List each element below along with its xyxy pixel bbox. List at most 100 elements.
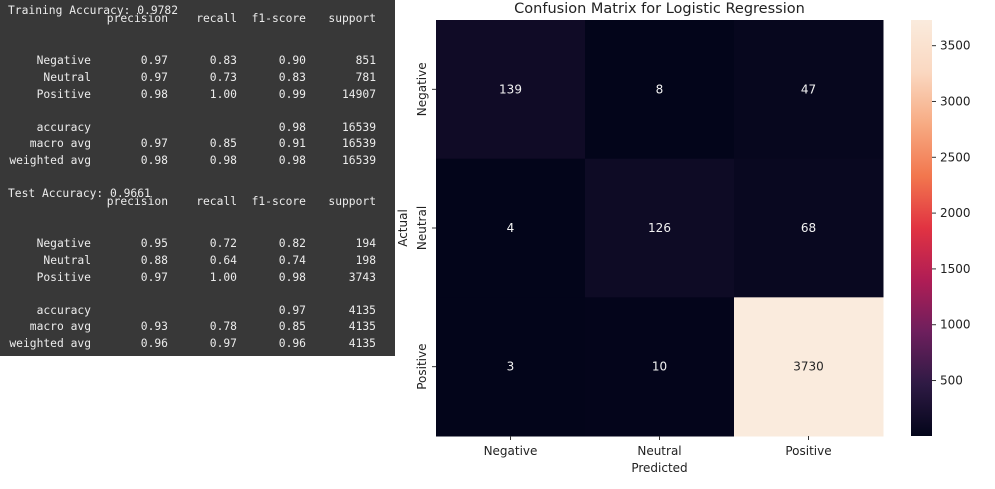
cell-value-label: 8 (656, 82, 664, 96)
test-summary-cell: 0.85 (278, 319, 306, 333)
column-header: support (328, 12, 376, 25)
train-summary-label: macro avg (29, 136, 91, 150)
colorbar-tick-label: 2000 (940, 206, 971, 220)
heatmap-cell (436, 158, 586, 298)
test-cell: 198 (355, 253, 376, 267)
test-summary-cell: 0.78 (209, 319, 237, 333)
train-cell: 781 (355, 70, 376, 84)
train-summary-label: weighted avg (9, 153, 91, 167)
train-cell: 1.00 (209, 87, 237, 101)
test-cell: 0.64 (209, 253, 237, 267)
train-summary-cell: 0.98 (140, 153, 168, 167)
cell-value-label: 3730 (793, 360, 824, 374)
train-cell: 0.83 (209, 53, 237, 67)
classification-report-output: Training Accuracy: 0.9782 precision recall… (0, 0, 395, 356)
test-cell: 1.00 (209, 270, 237, 284)
train-summary-label: accuracy (36, 120, 91, 134)
column-header: recall (196, 195, 237, 208)
cell-value-label: 68 (801, 221, 816, 235)
y-tick-label: Negative (415, 62, 429, 116)
train-accuracy-header: Training Accuracy: 0.9782 (8, 3, 179, 17)
train-cell: 0.97 (140, 70, 168, 84)
test-summary-cell: 4135 (348, 336, 376, 350)
train-summary-cell: 0.85 (209, 136, 237, 150)
colorbar-tick-label: 3500 (940, 39, 971, 53)
test-cell: 0.72 (209, 236, 237, 250)
test-summary-cell: 0.93 (140, 319, 168, 333)
heatmap-cell (585, 20, 735, 160)
test-summary-label: weighted avg (9, 336, 91, 350)
column-header: support (328, 195, 376, 208)
heatmap-cell (734, 158, 884, 298)
train-summary-cell: 16539 (341, 136, 376, 150)
train-row-label: Positive (36, 87, 91, 101)
train-summary-cell: 0.98 (209, 153, 237, 167)
test-row-label: Neutral (43, 253, 91, 267)
chart-title: Confusion Matrix for Logistic Regression (514, 1, 805, 17)
column-header: f1-score (251, 12, 306, 25)
y-axis-label: Actual (396, 209, 410, 247)
train-summary-cell: 0.98 (278, 153, 306, 167)
heatmap-cell (585, 297, 735, 437)
train-summary-cell: 16539 (341, 153, 376, 167)
test-summary-cell: 0.96 (140, 336, 168, 350)
x-tick-label: Positive (785, 444, 831, 458)
test-cell: 0.98 (278, 270, 306, 284)
train-cell: 0.98 (140, 87, 168, 101)
column-header: precision (106, 195, 168, 208)
train-cell: 0.83 (278, 70, 306, 84)
heatmap-cell (585, 158, 735, 298)
test-summary-cell: 0.96 (278, 336, 306, 350)
test-cell: 194 (355, 236, 376, 250)
column-header: f1-score (251, 195, 306, 208)
test-accuracy-header: Test Accuracy: 0.9661 (8, 186, 151, 200)
x-axis-label: Predicted (631, 461, 687, 475)
cell-value-label: 3 (507, 360, 515, 374)
heatmap-cell (734, 297, 884, 437)
test-row-label: Negative (36, 236, 91, 250)
cell-value-label: 126 (648, 221, 671, 235)
colorbar-tick-label: 2500 (940, 150, 971, 164)
column-header: recall (196, 12, 237, 25)
cell-value-label: 47 (801, 82, 816, 96)
test-summary-cell: 0.97 (209, 336, 237, 350)
test-cell: 0.82 (278, 236, 306, 250)
y-tick-label: Neutral (415, 206, 429, 250)
train-cell: 0.97 (140, 53, 168, 67)
x-tick-label: Neutral (637, 444, 681, 458)
test-cell: 0.95 (140, 236, 168, 250)
test-row-label: Positive (36, 270, 91, 284)
cell-value-label: 4 (507, 221, 515, 235)
colorbar-tick-label: 1500 (940, 262, 971, 276)
train-row-label: Neutral (43, 70, 91, 84)
train-cell: 0.73 (209, 70, 237, 84)
train-summary-cell: 0.97 (140, 136, 168, 150)
test-summary-label: macro avg (29, 319, 91, 333)
heatmap-cell (436, 297, 586, 437)
y-tick-label: Positive (415, 344, 429, 390)
test-cell: 0.97 (140, 270, 168, 284)
column-header: precision (106, 12, 168, 25)
cell-value-label: 139 (499, 82, 522, 96)
train-summary-cell: 0.98 (278, 120, 306, 134)
test-cell: 3743 (348, 270, 376, 284)
heatmap-cell (734, 20, 884, 160)
train-cell: 0.90 (278, 53, 306, 67)
train-row-label: Negative (36, 53, 91, 67)
cell-value-label: 10 (652, 360, 667, 374)
colorbar-tick-label: 1000 (940, 318, 971, 332)
test-summary-cell: 4135 (348, 319, 376, 333)
x-tick-label: Negative (484, 444, 538, 458)
colorbar-tick-label: 500 (940, 374, 963, 388)
train-cell: 14907 (341, 87, 376, 101)
colorbar (911, 20, 932, 436)
heatmap-cell (436, 20, 586, 160)
test-summary-cell: 4135 (348, 303, 376, 317)
train-summary-cell: 0.91 (278, 136, 306, 150)
train-summary-cell: 16539 (341, 120, 376, 134)
test-cell: 0.88 (140, 253, 168, 267)
test-summary-cell: 0.97 (278, 303, 306, 317)
test-cell: 0.74 (278, 253, 306, 267)
test-summary-label: accuracy (36, 303, 91, 317)
